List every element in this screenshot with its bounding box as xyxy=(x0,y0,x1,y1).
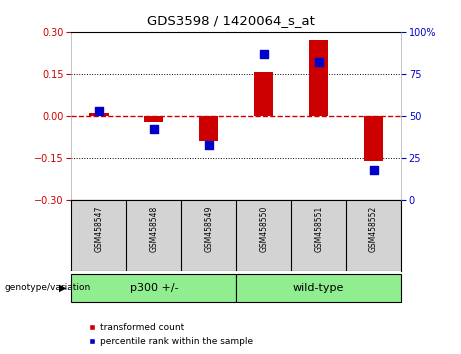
Legend: transformed count, percentile rank within the sample: transformed count, percentile rank withi… xyxy=(85,320,256,349)
Text: GSM458548: GSM458548 xyxy=(149,206,159,252)
Text: GSM458550: GSM458550 xyxy=(259,206,268,252)
Point xyxy=(95,108,103,114)
Text: p300 +/-: p300 +/- xyxy=(130,282,178,293)
Point xyxy=(205,142,213,147)
Text: GSM458549: GSM458549 xyxy=(204,206,213,252)
Text: ▶: ▶ xyxy=(59,282,66,293)
Point xyxy=(260,51,267,57)
Bar xyxy=(309,40,328,116)
Bar xyxy=(199,116,219,141)
Text: GSM458551: GSM458551 xyxy=(314,206,323,252)
Text: genotype/variation: genotype/variation xyxy=(5,283,91,292)
Bar xyxy=(144,116,164,121)
Bar xyxy=(254,73,273,116)
Point xyxy=(150,127,158,132)
FancyBboxPatch shape xyxy=(236,274,401,302)
Point xyxy=(370,167,377,173)
Text: wild-type: wild-type xyxy=(293,282,344,293)
Bar xyxy=(89,113,108,116)
Point xyxy=(315,59,322,65)
FancyBboxPatch shape xyxy=(71,274,236,302)
Text: GSM458552: GSM458552 xyxy=(369,206,378,252)
Text: GDS3598 / 1420064_s_at: GDS3598 / 1420064_s_at xyxy=(147,14,314,27)
Bar xyxy=(364,116,383,161)
Text: GSM458547: GSM458547 xyxy=(95,206,103,252)
